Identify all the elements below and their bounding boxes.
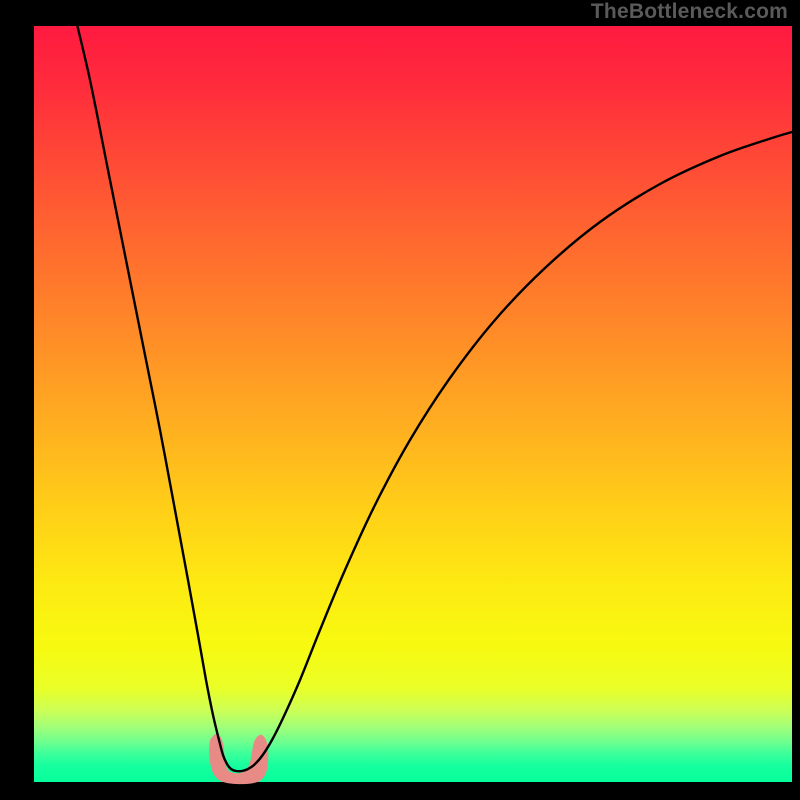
chart-container: TheBottleneck.com: [0, 0, 800, 800]
watermark-label: TheBottleneck.com: [591, 0, 788, 24]
gradient-plot-area: [34, 26, 792, 782]
bottleneck-chart: [0, 0, 800, 800]
